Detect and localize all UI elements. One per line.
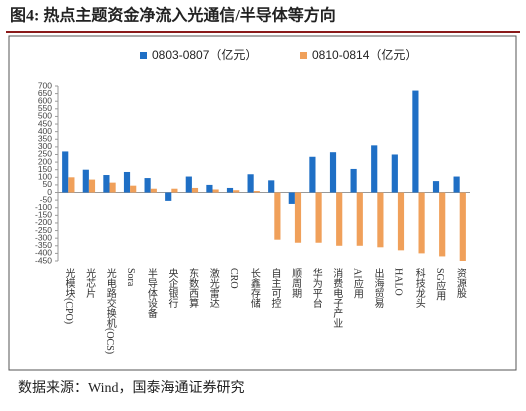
bar <box>336 192 343 246</box>
bar <box>144 178 151 193</box>
bar <box>350 168 357 193</box>
bar <box>88 179 96 193</box>
x-tick-label: CRO <box>228 268 239 289</box>
bar <box>123 171 131 193</box>
bar <box>233 190 240 193</box>
bar <box>150 188 157 193</box>
bar <box>315 192 322 243</box>
bar <box>253 191 260 193</box>
x-tick-label: 长鑫存储 <box>248 268 260 309</box>
y-tick-label: -400 <box>35 248 52 258</box>
y-tick-label: -450 <box>35 255 52 265</box>
source: 数据来源：Wind，国泰海通证券研究 <box>18 380 245 396</box>
y-tick-label: 200 <box>38 156 52 166</box>
x-tick-label: Sora <box>125 268 136 287</box>
x-tick-label: 光模块(CPO) <box>63 267 75 324</box>
legend-swatch <box>300 52 307 59</box>
bar <box>206 184 213 193</box>
bar <box>432 181 440 193</box>
bar <box>268 180 275 193</box>
x-tick-label: 消费电子产业 <box>331 267 343 328</box>
y-tick-label: 550 <box>38 103 52 113</box>
y-tick-label: 100 <box>38 172 52 182</box>
x-tick-label: 半导体设备 <box>145 267 157 319</box>
bar <box>103 175 110 193</box>
y-tick-label: -100 <box>35 202 52 212</box>
y-tick-label: 650 <box>38 88 52 98</box>
x-tick-label: 华为平台 <box>310 267 322 309</box>
bar <box>191 187 199 193</box>
bar <box>109 182 116 193</box>
bar <box>274 192 281 240</box>
y-tick-label: 400 <box>38 126 52 136</box>
y-tick-label: 0 <box>47 187 52 197</box>
x-tick-label: 央企银行 <box>166 267 178 309</box>
bar <box>439 192 446 257</box>
y-tick-label: 250 <box>38 149 52 159</box>
bar <box>212 189 219 193</box>
y-tick-label: 700 <box>38 80 52 90</box>
x-tick-label: 激光雷达 <box>207 267 219 308</box>
bar <box>412 90 419 193</box>
bar <box>82 169 89 193</box>
x-tick-label: AI应用 <box>351 268 363 299</box>
bar <box>397 192 405 251</box>
y-tick-label: 450 <box>38 118 52 128</box>
bar <box>165 192 172 201</box>
x-tick-label: 顺周期 <box>290 268 302 299</box>
y-tick-label: 500 <box>38 111 52 121</box>
bar <box>453 176 460 193</box>
chart-title: 图4: 热点主题资金净流入光通信/半导体等方向 <box>10 6 336 25</box>
bar <box>247 174 254 193</box>
y-tick-label: -200 <box>35 217 52 227</box>
bar <box>356 192 363 246</box>
legend-label: 0803-0807（亿元） <box>152 47 257 62</box>
y-tick-label: -300 <box>35 232 52 242</box>
bar <box>185 176 192 193</box>
bar <box>62 151 69 193</box>
bar <box>288 192 295 204</box>
bar <box>418 192 425 254</box>
x-tick-label: 东数西算 <box>187 267 199 309</box>
legend-swatch <box>140 52 147 59</box>
bar <box>391 154 398 193</box>
x-tick-label: SG应用 <box>434 268 446 302</box>
y-tick-label: -250 <box>35 225 52 235</box>
bar <box>171 188 178 193</box>
x-tick-label: HALO <box>393 268 404 296</box>
legend-label: 0810-0814（亿元） <box>312 47 417 62</box>
bar <box>294 192 302 243</box>
y-tick-label: 600 <box>38 95 52 105</box>
bar <box>226 187 234 193</box>
bar <box>309 156 316 193</box>
y-tick-label: -150 <box>35 210 52 220</box>
y-tick-label: 150 <box>38 164 52 174</box>
bar <box>377 192 384 248</box>
x-tick-label: 自主可控 <box>269 267 281 309</box>
x-tick-label: 科技龙头 <box>413 267 425 309</box>
y-tick-label: -50 <box>40 194 53 204</box>
y-tick-label: 300 <box>38 141 52 151</box>
bar <box>68 177 75 193</box>
x-tick-label: 资源股 <box>454 268 466 299</box>
bar <box>329 152 337 193</box>
chart-frame <box>8 35 517 371</box>
x-tick-label: 光电路交换机(OCS) <box>104 267 116 354</box>
x-tick-label: 出海贸易 <box>372 267 384 309</box>
bar <box>459 192 466 261</box>
y-tick-label: 350 <box>38 134 52 144</box>
x-tick-label: 光芯片 <box>84 267 96 299</box>
y-tick-label: -350 <box>35 240 52 250</box>
bar <box>130 185 137 193</box>
y-tick-label: 50 <box>43 179 53 189</box>
bar <box>371 145 378 193</box>
